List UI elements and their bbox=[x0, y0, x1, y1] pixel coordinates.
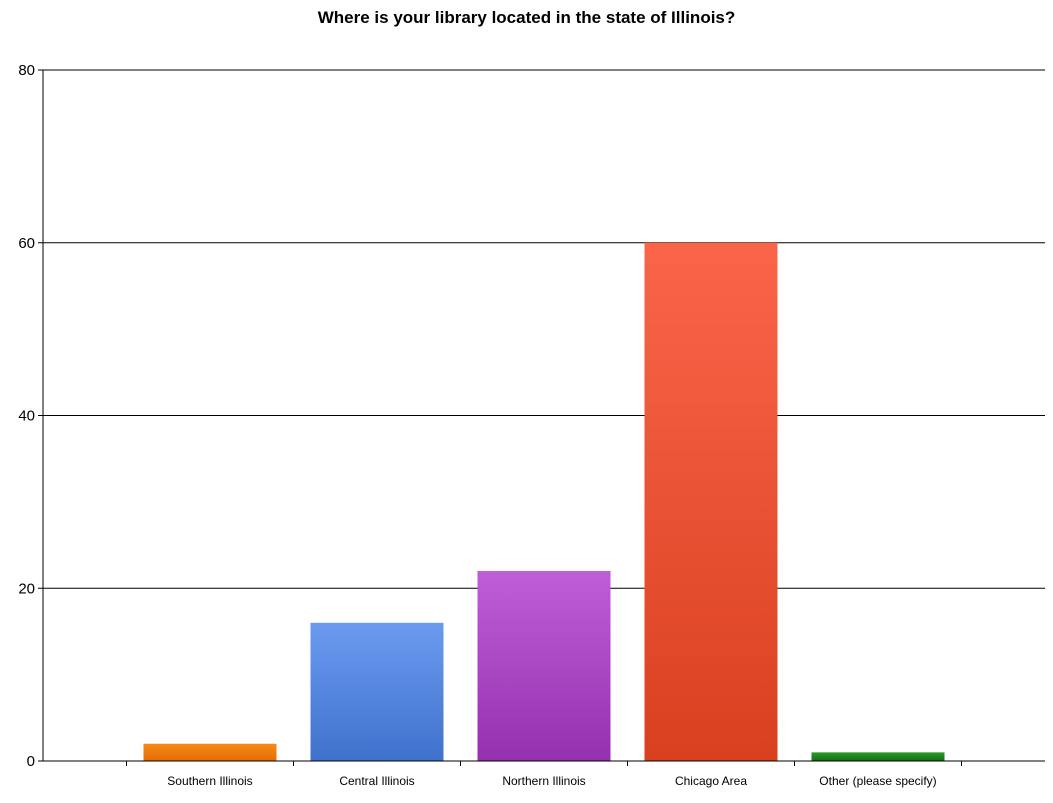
bar-southern-illinois bbox=[143, 743, 277, 761]
x-tick-label: Chicago Area bbox=[675, 774, 747, 788]
labels: 0 20 40 60 80 Southern Illinois Central Illino… bbox=[18, 62, 936, 788]
x-tick-label: Central Illinois bbox=[339, 774, 414, 788]
y-tick-label: 0 bbox=[27, 753, 35, 770]
bars bbox=[143, 242, 945, 761]
bar-northern-illinois bbox=[477, 570, 611, 761]
x-tick-label: Other (please specify) bbox=[819, 774, 936, 788]
y-tick-label: 80 bbox=[18, 62, 35, 79]
x-tick-label: Southern Illinois bbox=[167, 774, 252, 788]
axes bbox=[38, 69, 1045, 766]
x-tick-label: Northern Illinois bbox=[502, 774, 585, 788]
bar-central-illinois bbox=[310, 622, 444, 761]
chart-title: Where is your library located in the sta… bbox=[317, 8, 736, 27]
y-tick-label: 40 bbox=[18, 408, 35, 425]
y-tick-label: 20 bbox=[18, 580, 35, 597]
y-tick-label: 60 bbox=[18, 235, 35, 252]
bar-other-please-specify bbox=[811, 752, 945, 761]
bar-chicago-area bbox=[644, 242, 778, 761]
